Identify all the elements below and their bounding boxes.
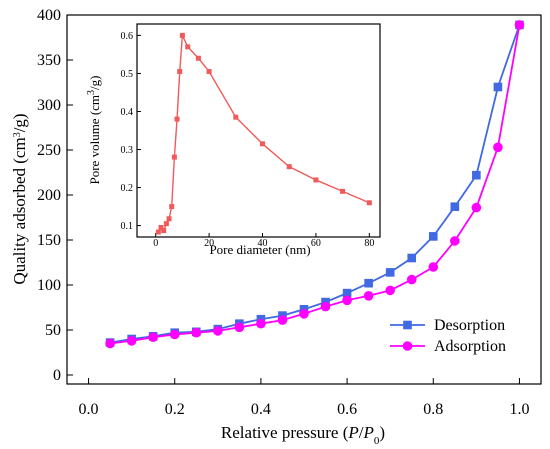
pore-distribution-point [158, 224, 164, 230]
adsorption-point [213, 326, 223, 336]
pore-distribution-line [157, 32, 370, 233]
inset-x-axis-title: Pore diameter (nm) [209, 242, 310, 257]
pore-distribution-point [206, 69, 212, 75]
main-y-tick-label: 300 [37, 97, 61, 114]
main-x-tick-label: 0.4 [251, 401, 271, 418]
legend: Desorption Adsorption [390, 317, 506, 355]
pore-distribution-point [163, 221, 169, 227]
adsorption-point [493, 142, 503, 153]
inset-x-tick-label: 60 [311, 238, 321, 249]
desorption-point [472, 170, 481, 180]
pore-distribution-point [313, 177, 319, 183]
adsorption-point [514, 20, 525, 30]
main-y-tick-label: 400 [37, 7, 61, 24]
inset-y-tick-label: 0.6 [121, 31, 134, 42]
pore-distribution-point [233, 114, 239, 120]
inset-x-tick-label: 40 [258, 238, 268, 249]
main-y-axis-title: Quality adsorbed (cm3/g) [10, 113, 29, 284]
adsorption-point [342, 295, 352, 306]
pore-distribution-point [161, 228, 167, 234]
desorption-point [364, 278, 373, 288]
desorption-point [342, 288, 352, 298]
main-x-tick-label: 0.6 [337, 401, 357, 418]
main-y-tick-label: 0 [53, 367, 61, 384]
main-x-tick-label: 0.2 [165, 401, 185, 418]
desorption-point [385, 268, 395, 277]
adsorption-point [277, 315, 288, 325]
inset-x-tick-label: 20 [204, 238, 214, 249]
main-x-tick-label: 1.0 [509, 401, 529, 418]
desorption-line [109, 24, 521, 344]
adsorption-point [169, 329, 180, 340]
adsorption-point [363, 291, 374, 301]
inset-y-tick-label: 0.1 [121, 221, 134, 232]
inset-x-tick-label: 0 [153, 238, 158, 249]
pore-distribution-point [366, 200, 372, 206]
inset-y-axis-title: Pore volume (cm3/g) [86, 76, 103, 185]
inset-plot-frame [136, 23, 381, 238]
adsorption-point [148, 332, 158, 343]
pore-distribution-point [340, 188, 346, 194]
main-y-tick-label: 150 [37, 232, 61, 249]
adsorption-point [385, 285, 395, 296]
main-y-tick-label: 50 [45, 322, 61, 339]
main-x-tick-label: 0.8 [423, 401, 443, 418]
main-x-axis-title: Relative pressure (P/P0) [221, 423, 385, 447]
pore-distribution-point [155, 229, 161, 235]
main-y-tick-label: 100 [37, 277, 61, 294]
pore-distribution-point [171, 154, 177, 160]
main-axis-ticks: 0.0 0.2 0.4 0.6 0.8 1.00501001502002503003504… [37, 7, 529, 418]
inset-axis-ticks: 0 20 40 60 80 0.1 0.2 0.3 0.4 0.5 0.6 [121, 31, 375, 249]
main-series-layer [105, 20, 525, 349]
main-plot: 0.0 0.2 0.4 0.6 0.8 1.00501001502002503003504… [10, 7, 542, 447]
pore-distribution-point [177, 69, 183, 75]
adsorption-point [105, 338, 115, 349]
legend-desorption-marker [403, 320, 412, 330]
desorption-point [450, 202, 460, 211]
inset-y-tick-label: 0.5 [121, 69, 134, 80]
main-y-tick-label: 250 [37, 142, 61, 159]
inset-y-tick-label: 0.3 [121, 145, 134, 156]
pore-distribution-point [195, 55, 201, 61]
adsorption-point [471, 202, 482, 213]
adsorption-point [450, 236, 460, 246]
pore-distribution-point [174, 116, 180, 122]
legend-desorption-label: Desorption [434, 317, 505, 334]
desorption-point [407, 253, 417, 263]
adsorption-point [191, 327, 202, 338]
desorption-point [428, 232, 438, 241]
adsorption-line [109, 24, 521, 345]
pore-distribution-point [185, 44, 191, 50]
main-y-tick-label: 350 [37, 52, 61, 69]
pore-distribution-point [260, 141, 266, 147]
pore-distribution-point [286, 164, 292, 170]
pore-distribution-point [169, 204, 175, 210]
main-y-tick-label: 200 [37, 187, 61, 204]
adsorption-point [406, 274, 417, 285]
legend-adsorption-marker [402, 341, 413, 351]
adsorption-point [299, 309, 309, 319]
pore-distribution-point [166, 216, 172, 222]
inset-series-layer [155, 32, 372, 235]
adsorption-point [320, 301, 331, 312]
inset-y-tick-label: 0.4 [121, 107, 134, 118]
adsorption-point [126, 336, 137, 346]
inset-y-tick-label: 0.2 [121, 183, 134, 194]
main-plot-frame [66, 14, 542, 385]
adsorption-point [256, 318, 266, 329]
legend-adsorption-label: Adsorption [434, 338, 506, 355]
pore-distribution-point [179, 32, 185, 38]
adsorption-point [234, 322, 245, 333]
desorption-point [493, 82, 503, 92]
main-x-tick-label: 0.0 [79, 401, 99, 418]
inset-plot: 0 20 40 60 80 0.1 0.2 0.3 0.4 0.5 0.6 Pore diamete… [86, 23, 381, 257]
adsorption-point [428, 262, 439, 272]
inset-x-tick-label: 80 [364, 238, 374, 249]
